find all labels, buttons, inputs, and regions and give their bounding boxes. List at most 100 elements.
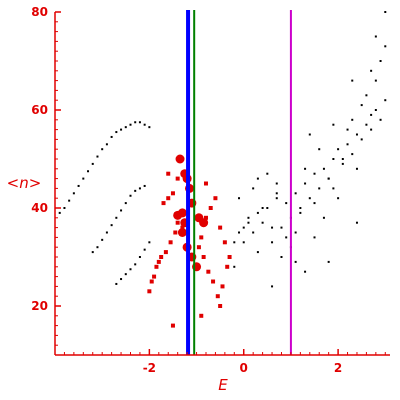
data-point-s0-23 bbox=[105, 231, 108, 234]
data-point-s0-50 bbox=[275, 197, 278, 200]
data-point-s0-0 bbox=[58, 211, 61, 214]
data-point-s0-52 bbox=[285, 202, 288, 205]
data-point-s0-19 bbox=[148, 126, 151, 129]
data-point-s0-14 bbox=[124, 126, 127, 129]
data-point-s0-25 bbox=[115, 216, 118, 219]
data-point-s0-92 bbox=[346, 128, 349, 131]
data-point-s0-42 bbox=[238, 231, 241, 234]
data-point-s0-37 bbox=[138, 256, 141, 258]
data-point-s0-49 bbox=[271, 241, 274, 244]
data-point-s0-10 bbox=[105, 143, 108, 146]
data-point-s0-28 bbox=[129, 194, 132, 197]
data-point-s0-113 bbox=[256, 177, 259, 180]
data-point-s0-21 bbox=[96, 246, 99, 249]
data-point-s0-107 bbox=[304, 270, 307, 273]
data-point-s0-99 bbox=[299, 211, 302, 214]
data-point-s0-90 bbox=[318, 148, 321, 151]
data-point-s1-3 bbox=[159, 255, 164, 259]
data-point-s0-95 bbox=[242, 241, 245, 244]
data-point-s1-29 bbox=[170, 323, 175, 328]
data-point-s0-112 bbox=[238, 197, 241, 200]
data-point-s1-33 bbox=[166, 171, 171, 176]
data-point-s0-104 bbox=[370, 113, 373, 116]
data-point-s1-12 bbox=[180, 225, 185, 230]
data-point-s0-96 bbox=[256, 251, 259, 254]
data-point-s1-19 bbox=[208, 206, 213, 210]
data-point-s0-15 bbox=[129, 123, 132, 126]
data-point-s0-74 bbox=[252, 187, 255, 190]
data-point-s1-34 bbox=[175, 176, 180, 181]
data-point-s0-71 bbox=[374, 109, 377, 111]
data-point-s0-36 bbox=[134, 263, 137, 266]
data-point-s0-33 bbox=[120, 278, 123, 281]
data-point-s1-14 bbox=[156, 259, 161, 264]
data-point-s0-27 bbox=[124, 202, 127, 205]
data-point-s1-1 bbox=[149, 279, 154, 284]
data-point-s0-22 bbox=[101, 238, 104, 241]
data-point-s1-4 bbox=[163, 250, 168, 255]
data-point-s0-108 bbox=[327, 260, 330, 263]
data-point-s0-82 bbox=[365, 94, 368, 97]
data-point-s0-91 bbox=[332, 187, 335, 190]
data-point-s2-10 bbox=[175, 154, 185, 164]
data-point-s0-117 bbox=[332, 123, 335, 126]
data-point-s1-20 bbox=[213, 196, 218, 201]
data-point-s0-85 bbox=[247, 221, 250, 224]
data-point-s0-116 bbox=[313, 236, 316, 239]
data-point-s1-27 bbox=[220, 284, 225, 289]
data-point-s0-65 bbox=[346, 143, 349, 146]
data-point-s0-78 bbox=[308, 133, 311, 136]
data-point-s0-29 bbox=[134, 189, 137, 192]
x-tick-label-2: 2 bbox=[334, 361, 342, 375]
data-point-s0-62 bbox=[332, 158, 335, 160]
data-point-s1-7 bbox=[175, 220, 180, 225]
data-point-s0-102 bbox=[341, 158, 344, 160]
data-point-s0-51 bbox=[280, 226, 283, 229]
data-point-s2-1 bbox=[177, 208, 187, 218]
data-point-s0-48 bbox=[266, 207, 269, 209]
data-point-s1-28 bbox=[225, 264, 230, 269]
data-point-s0-75 bbox=[266, 172, 269, 175]
data-point-s1-10 bbox=[170, 191, 175, 196]
data-point-s0-111 bbox=[384, 11, 387, 13]
data-point-s0-105 bbox=[384, 45, 387, 48]
data-point-s0-32 bbox=[115, 282, 118, 285]
data-point-s0-4 bbox=[77, 184, 80, 187]
data-point-s2-5 bbox=[177, 228, 187, 237]
data-point-s0-115 bbox=[294, 260, 297, 263]
data-point-s1-13 bbox=[152, 274, 157, 279]
data-point-s1-23 bbox=[227, 255, 232, 259]
data-point-s1-31 bbox=[199, 313, 204, 318]
data-point-s0-24 bbox=[110, 224, 113, 227]
data-point-s0-35 bbox=[129, 268, 132, 271]
data-point-s0-70 bbox=[370, 128, 373, 131]
data-point-s0-86 bbox=[261, 207, 264, 209]
data-point-s1-25 bbox=[211, 279, 216, 284]
data-point-s1-21 bbox=[218, 225, 223, 230]
data-point-s0-60 bbox=[322, 167, 325, 170]
data-point-s0-106 bbox=[271, 285, 274, 288]
data-point-s0-9 bbox=[101, 148, 104, 151]
data-point-s0-47 bbox=[261, 221, 264, 224]
y-tick-label-2: 60 bbox=[31, 103, 48, 117]
data-point-s0-110 bbox=[374, 35, 377, 38]
data-point-s1-32 bbox=[203, 181, 208, 186]
data-point-s0-79 bbox=[322, 216, 325, 219]
data-point-s0-16 bbox=[134, 121, 137, 124]
data-point-s0-63 bbox=[337, 148, 340, 151]
data-point-s1-24 bbox=[206, 269, 211, 274]
data-point-s0-12 bbox=[115, 131, 118, 134]
y-tick-label-3: 80 bbox=[31, 5, 48, 19]
data-point-s0-66 bbox=[351, 153, 354, 156]
data-point-s0-118 bbox=[351, 79, 354, 82]
data-point-s0-114 bbox=[275, 192, 278, 195]
data-point-s0-103 bbox=[355, 167, 358, 170]
data-point-s1-22 bbox=[222, 240, 227, 245]
data-point-s0-80 bbox=[337, 197, 340, 200]
data-point-s0-64 bbox=[341, 162, 344, 165]
data-point-s0-69 bbox=[365, 123, 368, 126]
data-point-s1-8 bbox=[161, 201, 166, 206]
data-point-s0-8 bbox=[96, 155, 99, 158]
data-point-s0-18 bbox=[143, 123, 146, 126]
